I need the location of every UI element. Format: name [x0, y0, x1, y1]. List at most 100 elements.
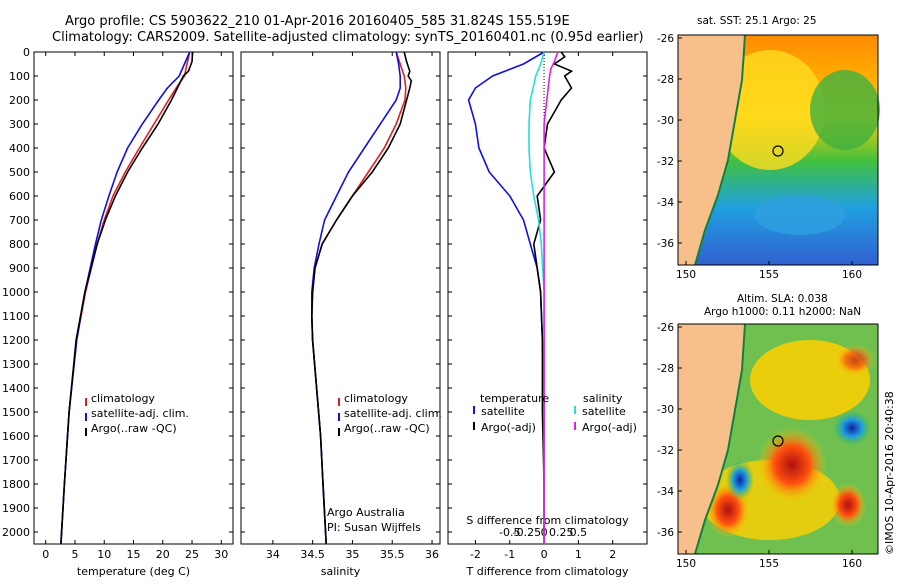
x-axis-label: temperature (deg C) [77, 565, 190, 578]
sla-blue-ne [832, 410, 872, 446]
legend-sat-label-s: satellite-adj. clim. [344, 407, 442, 420]
series-line [532, 51, 574, 544]
y-tick-label: 900 [9, 262, 30, 275]
x-tick-label: 25 [185, 548, 199, 561]
y-tick-label: 800 [9, 238, 30, 251]
y-tick-label: 500 [9, 166, 30, 179]
series-line [528, 51, 545, 544]
series-line [310, 51, 402, 545]
y-tick-label: 200 [9, 94, 30, 107]
sst-argo-position [772, 145, 784, 157]
y-tick-label: 1600 [2, 430, 30, 443]
series-line [543, 51, 559, 544]
sst-land [678, 35, 745, 265]
x-axis-label: salinity [321, 565, 361, 578]
y-tick-label: 300 [9, 118, 30, 131]
sst-cool-patch [755, 195, 845, 235]
y-tick-label: 1000 [2, 286, 30, 299]
diff-legend-temp-head: temperature [480, 392, 549, 405]
sla-red-main [757, 427, 827, 503]
imos-stamp: ©IMOS 10-Apr-2016 20:40:38 [883, 391, 896, 555]
s-tick-label: 0.5 [570, 526, 588, 539]
sst-map-frame [677, 34, 879, 266]
credit-line1: Argo Australia [327, 506, 405, 519]
y-tick-label: 600 [9, 190, 30, 203]
sst-green-patch [810, 70, 880, 150]
figure-title-line1: Argo profile: CS 5903622_210 01-Apr-2016… [65, 14, 570, 29]
sst-map: sat. SST: 25.1 Argo: 25 -26 -28 -30 -32 -34 -… [657, 15, 880, 281]
series-line [60, 51, 191, 545]
sst-coastline [694, 34, 746, 266]
s-tick-label: -0.5 [499, 526, 520, 539]
sla-map-title1: Altim. SLA: 0.038 [737, 293, 828, 305]
lat-tick-label: -36 [657, 527, 674, 539]
figure-title-line2: Climatology: CARS2009. Satellite-adjuste… [52, 30, 644, 45]
diff-legend-sal-argo: Argo(-adj) [582, 421, 637, 434]
salinity-panel: 34 34.5 35 35.5 36 salinity [240, 51, 441, 578]
y-tick-label: 1400 [2, 382, 30, 395]
series-line [60, 51, 194, 545]
lon-tick-label: 150 [676, 558, 696, 570]
x-tick-label: -2 [470, 548, 481, 561]
y-tick-label: 1100 [2, 310, 30, 323]
legend-argo-label-s: Argo(..raw -QC) [344, 422, 430, 435]
x-tick-label: 0 [42, 548, 49, 561]
difference-legend: temperature salinity satellite Argo(-adj… [473, 392, 637, 434]
s-tick-label: 0.25 [549, 526, 574, 539]
x-tick-label: 5 [71, 548, 78, 561]
lat-tick-label: -32 [657, 156, 674, 168]
lon-tick-label: 155 [759, 269, 779, 281]
y-tick-label: 1900 [2, 502, 30, 515]
diff-legend-sal-sat: satellite [582, 405, 626, 418]
lon-tick-label: 150 [676, 269, 696, 281]
lat-tick-label: -32 [657, 445, 674, 457]
x-tick-label: 30 [214, 548, 228, 561]
x-tick-label: 10 [97, 548, 111, 561]
y-tick-label: 1700 [2, 454, 30, 467]
difference-panel: -2 -1 0 1 2 T difference from climatology -0.5… [447, 51, 648, 578]
sla-land [678, 324, 745, 554]
panel-frame [33, 51, 234, 545]
lat-tick-label: -28 [657, 74, 674, 86]
sla-argo-position [772, 435, 784, 447]
y-tick-label: 1800 [2, 478, 30, 491]
legend-clim-label: climatology [91, 392, 155, 405]
x-axis-label: T difference from climatology [466, 565, 629, 578]
x-tick-label: 1 [575, 548, 582, 561]
diff-legend-temp-sat: satellite [481, 405, 525, 418]
lat-tick-label: -30 [657, 115, 674, 127]
temperature-panel: 0100200300400500600700800900100011001200… [2, 46, 234, 578]
panel-frame [447, 51, 648, 545]
lat-tick-label: -34 [657, 486, 674, 498]
x-tick-label: 0 [541, 548, 548, 561]
sla-coastline [694, 323, 746, 555]
y-tick-label: 400 [9, 142, 30, 155]
y-tick-label: 1200 [2, 334, 30, 347]
y-tick-label: 700 [9, 214, 30, 227]
lon-tick-label: 160 [842, 269, 862, 281]
lon-tick-label: 160 [842, 558, 862, 570]
sla-red-e [830, 483, 866, 527]
legend-clim-label-s: climatology [344, 392, 408, 405]
sst-map-title: sat. SST: 25.1 Argo: 25 [697, 15, 817, 27]
x-tick-label: 35 [345, 548, 359, 561]
series-line [60, 51, 191, 545]
y-tick-label: 1300 [2, 358, 30, 371]
series-line [467, 51, 545, 544]
x-tick-label: 34 [266, 548, 280, 561]
x-tick-label: -1 [504, 548, 515, 561]
lon-tick-label: 155 [759, 558, 779, 570]
x-tick-label: 2 [609, 548, 616, 561]
x-tick-label: 36 [425, 548, 439, 561]
diff-legend-sal-head: salinity [583, 392, 623, 405]
x-tick-label: 15 [127, 548, 141, 561]
panel-frame [240, 51, 441, 545]
y-tick-label: 2000 [2, 526, 30, 539]
sla-red-ne [835, 344, 875, 376]
sla-blue-w [726, 460, 754, 500]
series-line [310, 51, 413, 545]
lat-tick-label: -28 [657, 363, 674, 375]
lat-tick-label: -36 [657, 238, 674, 250]
sla-map: Altim. SLA: 0.038 Argo h1000: 0.11 h2000… [657, 293, 879, 570]
